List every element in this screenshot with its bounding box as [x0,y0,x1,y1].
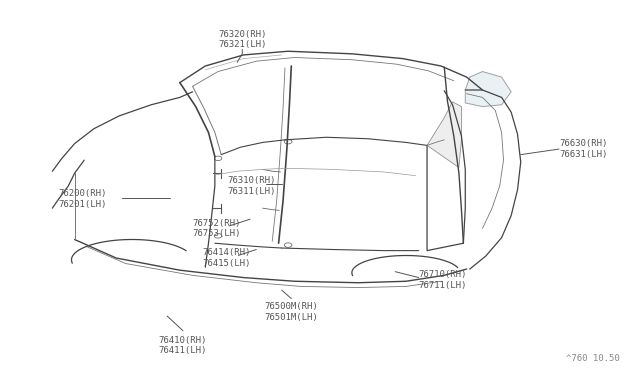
Text: 76200(RH)
76201(LH): 76200(RH) 76201(LH) [59,189,107,209]
Text: 76310(RH)
76311(LH): 76310(RH) 76311(LH) [228,176,276,196]
Polygon shape [427,102,461,167]
Text: ^760 10.50: ^760 10.50 [566,354,620,363]
Polygon shape [465,71,511,107]
Text: 76410(RH)
76411(LH): 76410(RH) 76411(LH) [159,336,207,355]
Text: 76500M(RH)
76501M(LH): 76500M(RH) 76501M(LH) [264,302,318,322]
Text: 76630(RH)
76631(LH): 76630(RH) 76631(LH) [559,140,607,159]
Text: 76414(RH)
76415(LH): 76414(RH) 76415(LH) [202,248,250,268]
Text: 76320(RH)
76321(LH): 76320(RH) 76321(LH) [218,30,266,49]
Text: 76752(RH)
76753(LH): 76752(RH) 76753(LH) [193,219,241,238]
Text: 76710(RH)
76711(LH): 76710(RH) 76711(LH) [419,270,467,290]
